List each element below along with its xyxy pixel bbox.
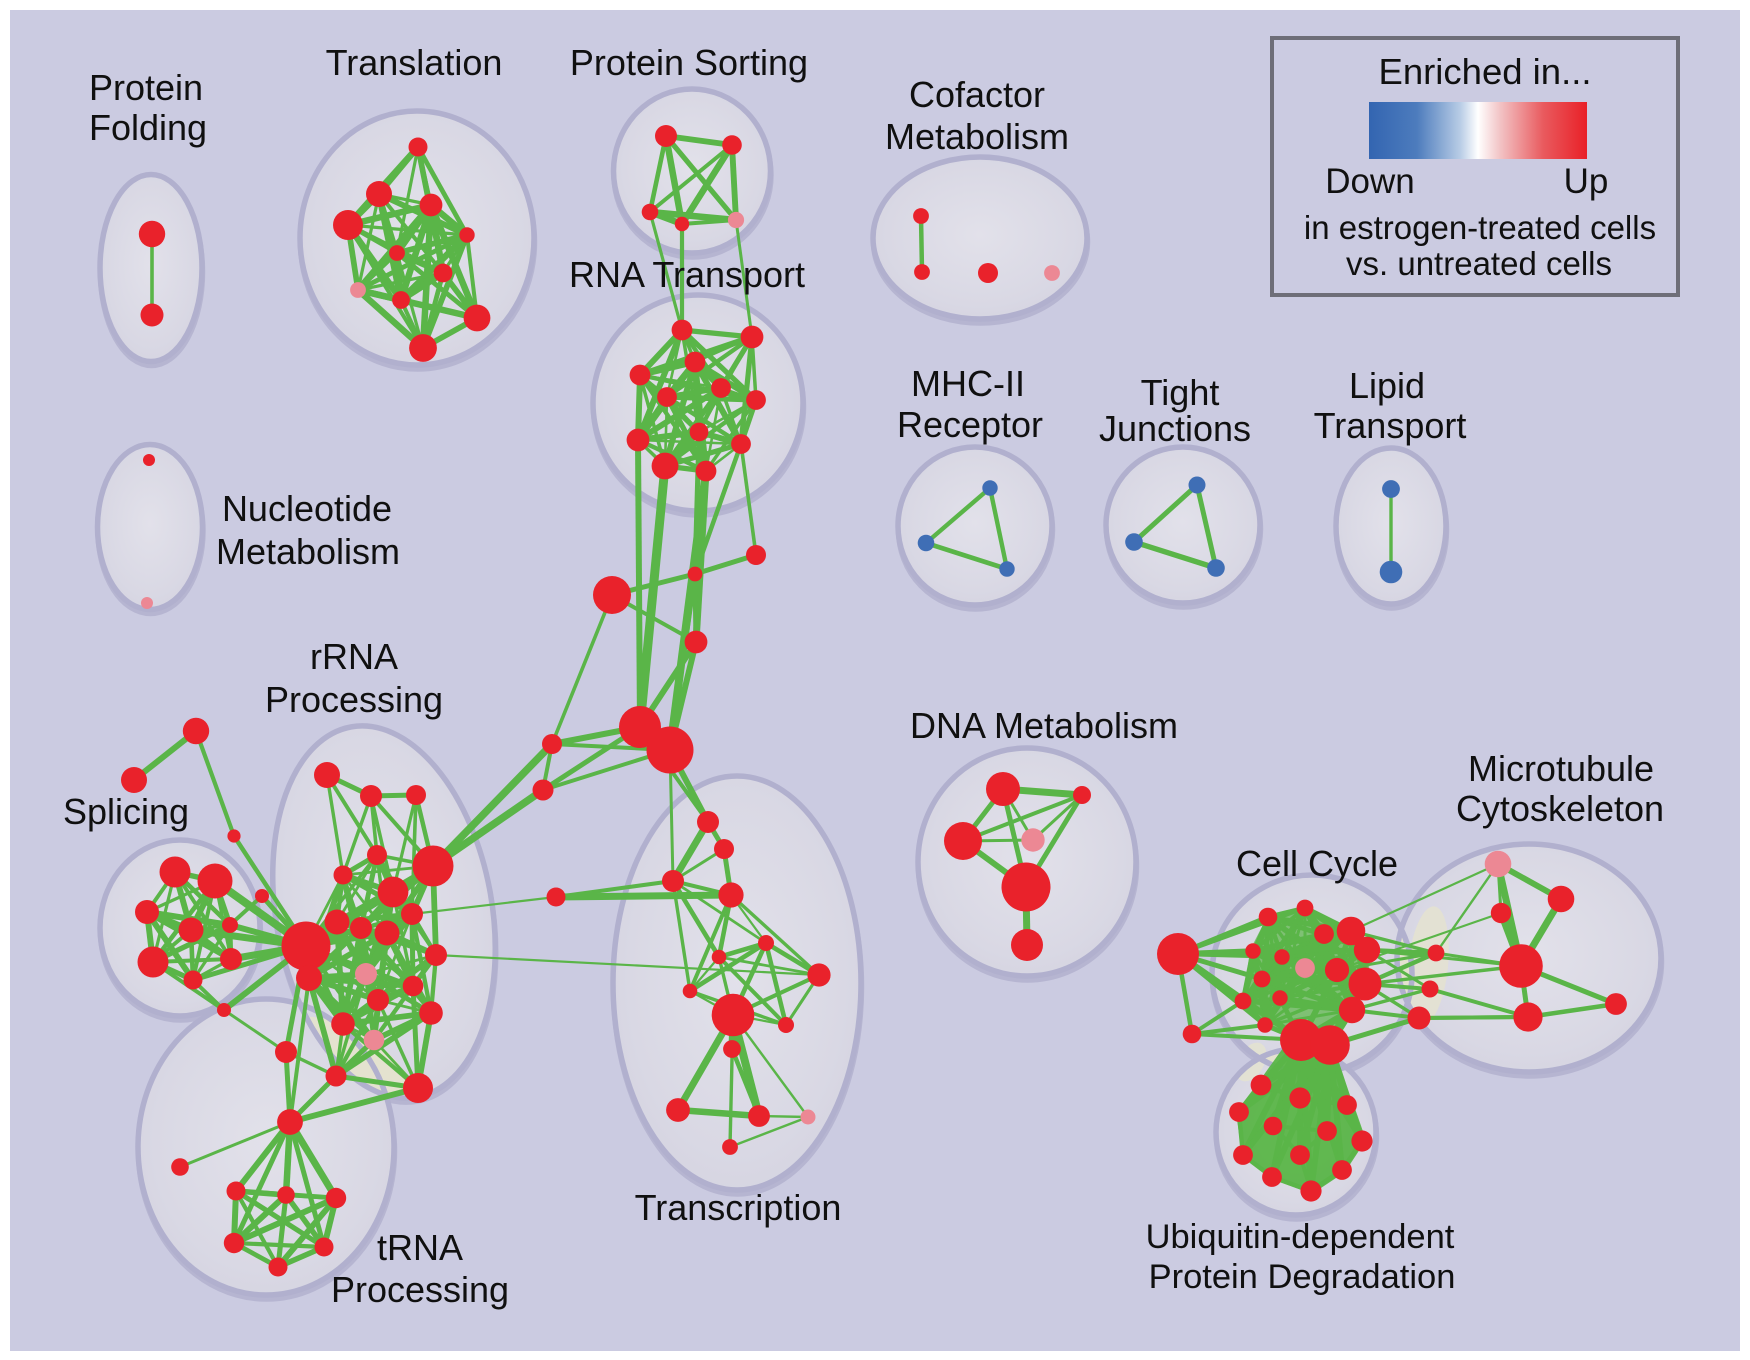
svg-text:Receptor: Receptor — [897, 404, 1043, 445]
svg-text:RNA Transport: RNA Transport — [569, 254, 805, 295]
svg-text:Cell Cycle: Cell Cycle — [1236, 843, 1398, 884]
svg-text:MHC-II: MHC-II — [911, 363, 1025, 404]
svg-text:Splicing: Splicing — [63, 791, 189, 832]
svg-text:Ubiquitin-dependent: Ubiquitin-dependent — [1146, 1218, 1455, 1256]
svg-text:Protein Degradation: Protein Degradation — [1149, 1258, 1456, 1296]
svg-text:Tight: Tight — [1141, 372, 1220, 413]
svg-text:vs. untreated cells: vs. untreated cells — [1346, 245, 1612, 282]
svg-text:DNA Metabolism: DNA Metabolism — [910, 705, 1178, 746]
svg-text:Processing: Processing — [265, 679, 443, 720]
svg-text:Metabolism: Metabolism — [216, 531, 400, 572]
svg-text:tRNA: tRNA — [377, 1227, 463, 1268]
svg-text:Translation: Translation — [326, 42, 503, 83]
svg-text:Junctions: Junctions — [1099, 408, 1251, 449]
svg-text:Enriched in...: Enriched in... — [1378, 51, 1591, 92]
svg-text:Nucleotide: Nucleotide — [222, 488, 392, 529]
svg-text:Up: Up — [1564, 162, 1609, 201]
svg-text:Transport: Transport — [1314, 405, 1467, 446]
svg-text:Cofactor: Cofactor — [909, 74, 1045, 115]
svg-text:Down: Down — [1325, 162, 1414, 201]
svg-text:Folding: Folding — [89, 107, 207, 148]
svg-text:Protein Sorting: Protein Sorting — [570, 42, 808, 83]
svg-text:Metabolism: Metabolism — [885, 116, 1069, 157]
svg-text:Cytoskeleton: Cytoskeleton — [1456, 788, 1664, 829]
svg-text:Processing: Processing — [331, 1269, 509, 1310]
svg-text:Transcription: Transcription — [635, 1187, 842, 1228]
svg-text:Lipid: Lipid — [1349, 365, 1425, 406]
svg-text:rRNA: rRNA — [310, 636, 398, 677]
svg-text:in estrogen-treated cells: in estrogen-treated cells — [1304, 209, 1656, 246]
svg-text:Microtubule: Microtubule — [1468, 748, 1654, 789]
svg-text:Protein: Protein — [89, 67, 203, 108]
